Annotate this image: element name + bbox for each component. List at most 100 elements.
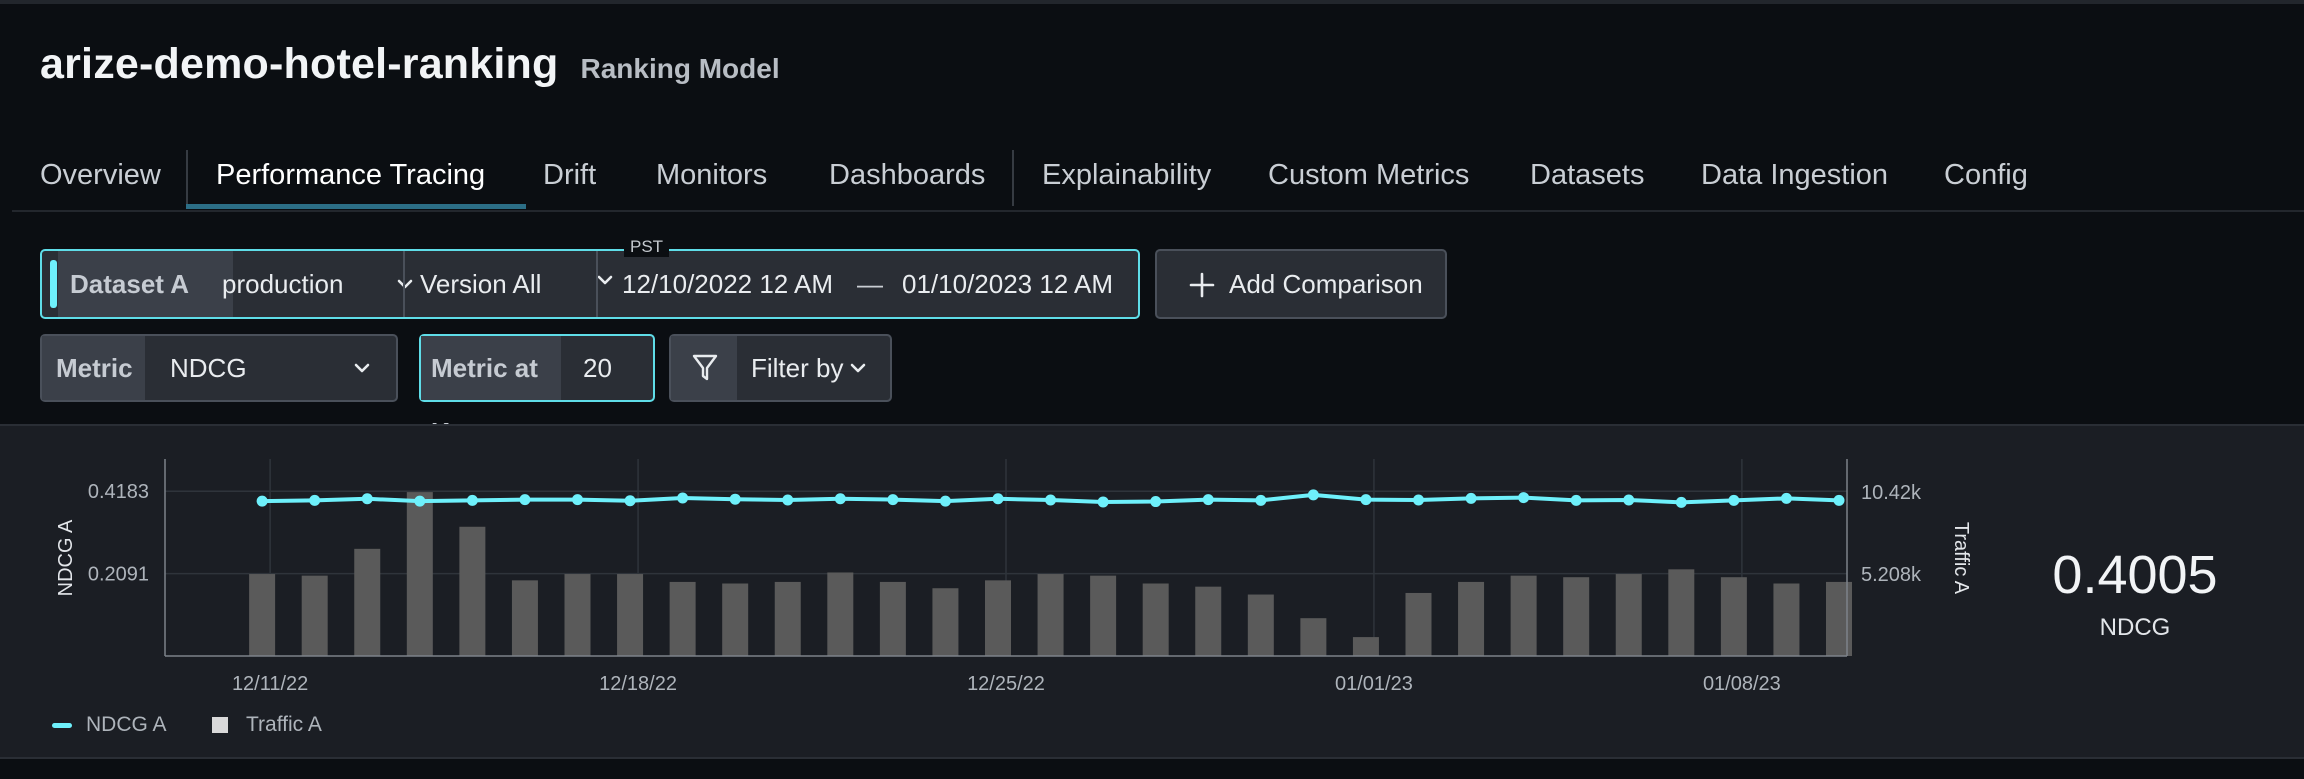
legend-label: NDCG A — [86, 713, 167, 736]
traffic-bar — [564, 574, 591, 656]
ndcg-point — [1307, 489, 1319, 501]
ndcg-point — [1413, 494, 1424, 506]
tab-custom-metrics[interactable]: Custom Metrics — [1268, 159, 1470, 191]
traffic-bar — [1037, 574, 1064, 656]
traffic-bar — [249, 574, 276, 656]
ndcg-point — [939, 495, 951, 507]
ndcg-point — [677, 492, 689, 504]
filter-by-label: Filter by — [751, 353, 844, 383]
dataset-a-selector: Dataset A production Version All PST 12/… — [40, 237, 1140, 319]
legend-label: Traffic A — [246, 713, 322, 736]
version-value: Version All — [420, 269, 542, 299]
ndcg-point — [1675, 496, 1687, 508]
ndcg-point — [1202, 494, 1214, 506]
tab-performance-tracing[interactable]: Performance Tracing — [216, 159, 486, 191]
y-right-axis-title: Traffic A — [1950, 522, 1972, 595]
filter-funnel-icon — [692, 354, 718, 381]
ndcg-traffic-chart: 0.4183 0.2091 10.42k 5.208k 12/11/22 12/18/22… — [55, 459, 1972, 695]
y-left-tick-label: 0.4183 — [88, 481, 149, 503]
traffic-bar — [1615, 574, 1642, 656]
ndcg-point — [256, 495, 268, 507]
metric-value: NDCG — [170, 353, 247, 383]
end-date[interactable]: 01/10/2023 12 AM — [902, 269, 1114, 299]
traffic-bar — [827, 572, 854, 656]
add-comparison-button[interactable]: Add Comparison — [1155, 249, 1447, 319]
tab-config[interactable]: Config — [1944, 159, 2028, 191]
tab-drift[interactable]: Drift — [543, 159, 597, 191]
ndcg-point — [1623, 494, 1635, 506]
filter-icon-container — [671, 336, 737, 400]
metric-at-k-label: Metric at K — [421, 336, 561, 447]
top-border — [0, 0, 2304, 4]
ndcg-point — [1518, 492, 1530, 504]
ndcg-point — [414, 495, 426, 507]
traffic-bar — [301, 575, 328, 656]
tab-dashboards[interactable]: Dashboards — [829, 159, 986, 191]
tab-explainability[interactable]: Explainability — [1042, 159, 1212, 191]
environment-value: production — [222, 269, 344, 299]
legend-item-ndcg-a[interactable]: NDCG A — [52, 710, 167, 740]
legend-line-swatch — [52, 722, 72, 728]
traffic-bar — [1826, 581, 1852, 656]
environment-dropdown[interactable]: production — [222, 251, 440, 317]
timezone-label: PST — [624, 237, 670, 257]
metric-at-k-value[interactable]: 20 — [583, 353, 612, 383]
ndcg-point — [992, 493, 1004, 505]
ndcg-point — [361, 493, 373, 505]
x-tick-label: 12/25/22 — [967, 673, 1045, 695]
ndcg-point — [1570, 494, 1582, 506]
ndcg-point — [1150, 496, 1162, 508]
metric-at-k-input[interactable]: Metric at K 20 — [419, 334, 655, 447]
tab-overview[interactable]: Overview — [40, 159, 161, 191]
traffic-bar — [932, 588, 959, 656]
chevron-down-icon — [354, 363, 370, 373]
y-right-tick-label: 5.208k — [1861, 564, 1922, 586]
dataset-label: Dataset A — [58, 251, 233, 317]
traffic-bar — [1668, 569, 1695, 656]
legend-square-swatch — [212, 717, 228, 733]
model-tabs: Overview Performance Tracing Drift Monit… — [12, 140, 2304, 212]
filter-by-dropdown[interactable]: Filter by — [669, 334, 892, 402]
traffic-bar — [1458, 581, 1485, 656]
summary-metric-value: 0.4005 — [2052, 545, 2218, 605]
tab-datasets[interactable]: Datasets — [1530, 159, 1645, 191]
version-dropdown[interactable]: Version All — [420, 251, 613, 317]
date-range-separator: — — [857, 269, 883, 299]
traffic-bar — [774, 581, 801, 656]
tab-monitors[interactable]: Monitors — [656, 159, 768, 191]
model-name: arize-demo-hotel-ranking — [40, 40, 559, 88]
traffic-bar — [1142, 583, 1169, 656]
separator — [403, 251, 405, 317]
traffic-bar — [511, 580, 538, 656]
ndcg-point — [729, 493, 741, 505]
performance-chart-panel: 0.4183 0.2091 10.42k 5.208k 12/11/22 12/18/22… — [0, 424, 2304, 759]
tab-divider — [186, 150, 188, 206]
tab-data-ingestion[interactable]: Data Ingestion — [1701, 159, 1889, 191]
traffic-bar — [1352, 637, 1379, 656]
active-tab-indicator — [186, 204, 526, 209]
legend-item-traffic-a[interactable]: Traffic A — [212, 710, 322, 740]
dataset-color-indicator — [50, 260, 57, 308]
add-comparison-label: Add Comparison — [1229, 269, 1423, 299]
ndcg-point — [309, 494, 321, 506]
traffic-bar — [1563, 577, 1590, 656]
ndcg-point — [519, 494, 531, 506]
model-header: arize-demo-hotel-ranking Ranking Model — [40, 40, 780, 89]
start-date[interactable]: 12/10/2022 12 AM — [622, 269, 834, 299]
chevron-down-icon — [397, 279, 413, 289]
ndcg-point — [624, 495, 636, 507]
y-left-tick-label: 0.2091 — [88, 564, 149, 586]
y-right-tick-label: 10.42k — [1861, 482, 1922, 504]
traffic-bar — [985, 580, 1011, 656]
chevron-down-icon — [597, 275, 613, 285]
traffic-bar — [459, 526, 486, 656]
traffic-bar — [1247, 594, 1274, 656]
ndcg-point — [1465, 492, 1477, 504]
summary-metric-label: NDCG — [2099, 614, 2171, 641]
ndcg-point — [1097, 496, 1109, 508]
y-left-axis-title: NDCG A — [55, 519, 77, 596]
traffic-bar — [1405, 592, 1432, 656]
traffic-bar — [406, 492, 433, 656]
ndcg-point — [1780, 492, 1792, 504]
metric-dropdown[interactable]: Metric NDCG — [40, 334, 398, 402]
